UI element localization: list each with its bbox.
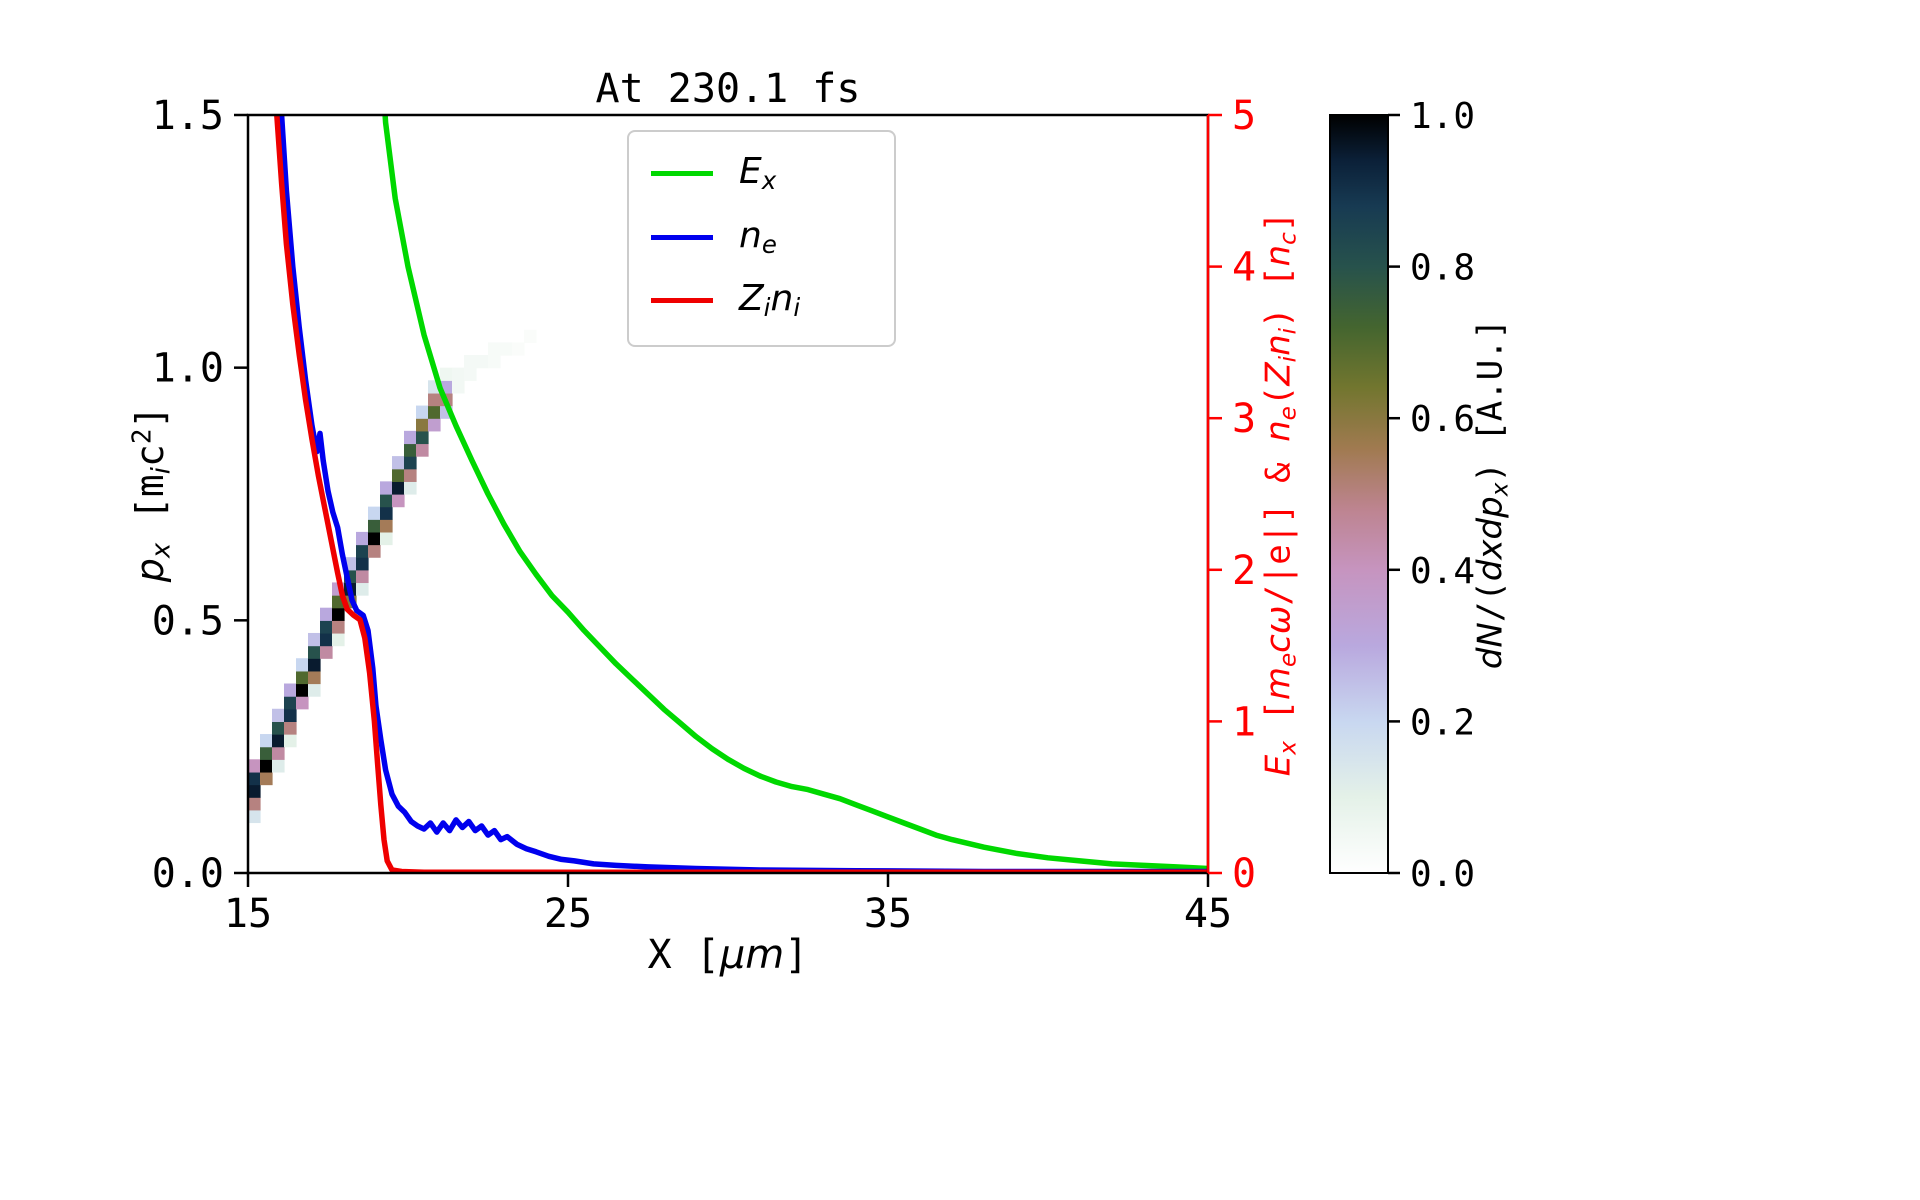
y-right-tick-label: 5 bbox=[1232, 93, 1256, 139]
y-right-tick-label: 2 bbox=[1232, 548, 1256, 594]
y-axis-label-right: Ex [mecω/|e|] & ne(Zini) [nc] bbox=[1258, 211, 1302, 777]
series-ne bbox=[278, 115, 1208, 873]
heatmap-layer bbox=[248, 329, 537, 824]
colorbar-tick-label: 0.2 bbox=[1410, 702, 1475, 743]
y-right-tick-label: 3 bbox=[1232, 396, 1256, 442]
x-tick-label: 25 bbox=[544, 891, 592, 937]
legend-label-zini: Zini bbox=[739, 278, 801, 323]
colorbar-tick-label: 0.8 bbox=[1410, 248, 1475, 289]
colorbar-ticks: 0.0 0.2 0.4 0.6 0.8 1.0 bbox=[1388, 96, 1475, 895]
y-right-tick-label: 4 bbox=[1232, 245, 1256, 291]
legend-swatch-ex bbox=[651, 171, 713, 177]
legend-item-ex: Ex bbox=[629, 142, 894, 206]
colorbar-tick-label: 0.6 bbox=[1410, 399, 1475, 440]
x-tick-label: 45 bbox=[1184, 891, 1232, 937]
chart-title: At 230.1 fs bbox=[595, 66, 861, 112]
y-right-tick-label: 0 bbox=[1232, 851, 1256, 897]
legend: Ex ne Zini bbox=[627, 130, 896, 347]
legend-swatch-zini bbox=[651, 298, 713, 304]
series-Ex bbox=[382, 115, 1208, 872]
x-axis-ticks: 15 25 35 45 bbox=[224, 873, 1232, 937]
y-left-tick-label: 0.5 bbox=[152, 598, 224, 644]
y-left-tick-label: 1.5 bbox=[152, 93, 224, 139]
legend-item-zini: Zini bbox=[629, 269, 894, 333]
y-axis-label-left: px [mic2] bbox=[127, 405, 177, 583]
y-right-tick-label: 1 bbox=[1232, 699, 1256, 745]
series-Zini bbox=[274, 115, 1208, 873]
colorbar-label: dN/(dxdpx) [A.U.] bbox=[1470, 318, 1514, 670]
colorbar bbox=[1329, 114, 1389, 874]
colorbar-tick-label: 0.4 bbox=[1410, 551, 1475, 592]
x-axis-label: X [μm] bbox=[647, 932, 809, 978]
y-left-tick-label: 0.0 bbox=[152, 851, 224, 897]
x-tick-label: 35 bbox=[864, 891, 912, 937]
colorbar-tick-label: 0.0 bbox=[1410, 854, 1475, 895]
legend-label-ne: ne bbox=[739, 214, 777, 259]
legend-item-ne: ne bbox=[629, 206, 894, 270]
y-left-tick-label: 1.0 bbox=[152, 346, 224, 392]
legend-swatch-ne bbox=[651, 234, 713, 240]
x-tick-label: 15 bbox=[224, 891, 272, 937]
colorbar-tick-label: 1.0 bbox=[1410, 96, 1475, 137]
right-axis-ticks: 0 1 2 3 4 5 bbox=[1208, 93, 1256, 897]
legend-label-ex: Ex bbox=[739, 151, 777, 196]
left-axis-ticks: 0.0 0.5 1.0 1.5 bbox=[152, 93, 248, 897]
